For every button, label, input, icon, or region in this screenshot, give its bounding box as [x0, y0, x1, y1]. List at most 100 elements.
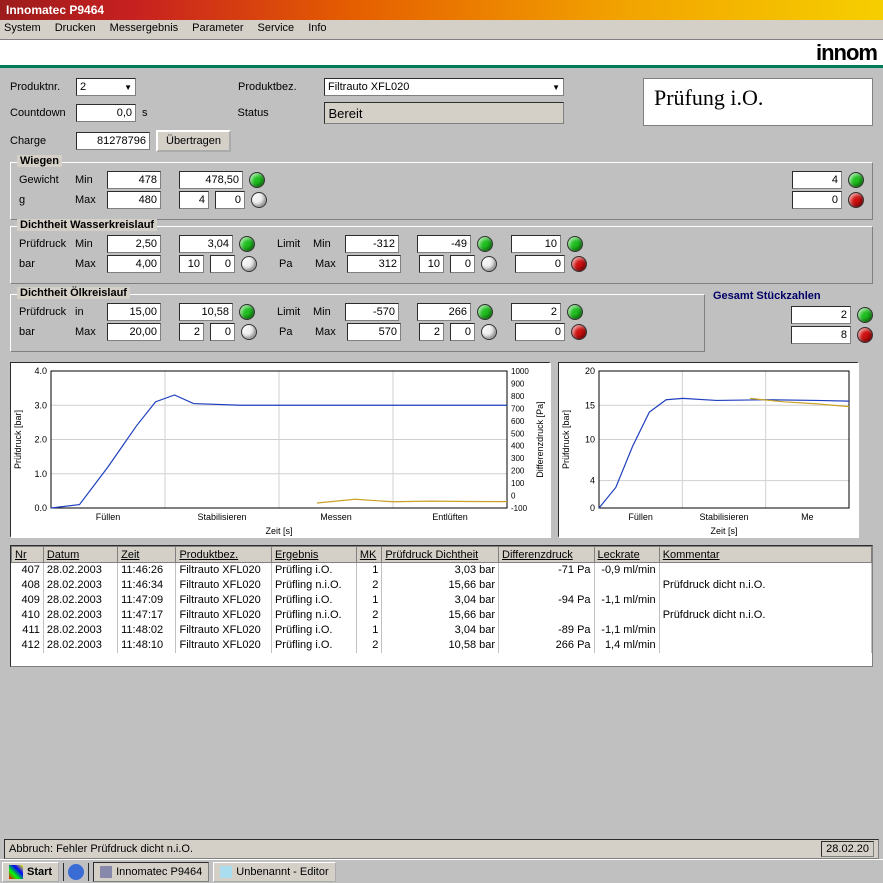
- produktbez-select[interactable]: Filtrauto XFL020▼: [324, 78, 564, 96]
- svg-text:Differenzdruck [Pa]: Differenzdruck [Pa]: [535, 401, 545, 477]
- table-row[interactable]: 40728.02.200311:46:26Filtrauto XFL020Prü…: [12, 563, 872, 578]
- wasser-lmin[interactable]: -312: [345, 235, 399, 253]
- wasser-limit-led-green: [477, 236, 493, 252]
- svg-text:0: 0: [590, 503, 595, 513]
- table-row[interactable]: 41028.02.200311:47:17Filtrauto XFL020Prü…: [12, 608, 872, 623]
- oel-lmax-label: Max: [315, 326, 341, 338]
- task-innomatec[interactable]: Innomatec P9464: [93, 862, 209, 882]
- menu-service[interactable]: Service: [258, 22, 295, 37]
- results-table-wrap: NrDatumZeitProduktbez.ErgebnisMKPrüfdruc…: [10, 545, 873, 667]
- table-row[interactable]: 40828.02.200311:46:34Filtrauto XFL020Prü…: [12, 578, 872, 593]
- svg-text:Entlüften: Entlüften: [432, 512, 468, 522]
- wiegen-led-green: [249, 172, 265, 188]
- oel-lmax[interactable]: 570: [347, 323, 401, 341]
- table-row[interactable]: 41228.02.200311:48:10Filtrauto XFL020Prü…: [12, 638, 872, 653]
- svg-text:500: 500: [511, 429, 525, 438]
- start-button[interactable]: Start: [2, 862, 59, 882]
- produkt-label: Produktnr.: [10, 81, 70, 93]
- gesamt-led-red: [857, 327, 873, 343]
- uebertragen-button[interactable]: Übertragen: [156, 130, 231, 152]
- menubar: System Drucken Messergebnis Parameter Se…: [0, 20, 883, 40]
- table-row[interactable]: 40928.02.200311:47:09Filtrauto XFL020Prü…: [12, 593, 872, 608]
- svg-text:700: 700: [511, 404, 525, 413]
- titlebar: Innomatec P9464: [0, 0, 883, 20]
- svg-text:1.0: 1.0: [34, 469, 47, 479]
- menu-info[interactable]: Info: [308, 22, 326, 37]
- svg-text:Prüfdruck [bar]: Prüfdruck [bar]: [13, 410, 23, 469]
- svg-text:4.0: 4.0: [34, 366, 47, 376]
- svg-text:1000: 1000: [511, 367, 529, 376]
- wiegen-min[interactable]: 478: [107, 171, 161, 189]
- oel-actual: 10,58: [179, 303, 233, 321]
- svg-text:0: 0: [511, 492, 516, 501]
- svg-text:800: 800: [511, 392, 525, 401]
- oel-c2: 0: [210, 323, 235, 341]
- oel-min[interactable]: 15,00: [107, 303, 161, 321]
- chart-pressure-oel: 04101520FüllenStabilisierenMeZeit [s]Prü…: [558, 362, 858, 537]
- wiegen-c2: 0: [215, 191, 245, 209]
- wasser-lmax[interactable]: 312: [347, 255, 401, 273]
- oel-lmin-label: Min: [313, 306, 339, 318]
- gesamt-led-green: [857, 307, 873, 323]
- gesamt-title: Gesamt Stückzahlen: [713, 290, 873, 302]
- result-text: Prüfung i.O.: [654, 85, 763, 110]
- gesamt-g2: 8: [791, 326, 851, 344]
- countdown-label: Countdown: [10, 107, 70, 119]
- oel-unit: bar: [19, 326, 69, 338]
- table-row[interactable]: 41128.02.200311:48:02Filtrauto XFL020Prü…: [12, 623, 872, 638]
- task-editor[interactable]: Unbenannt - Editor: [213, 862, 335, 882]
- svg-text:10: 10: [585, 435, 595, 445]
- wasser-right-led-red: [571, 256, 587, 272]
- oel-max[interactable]: 20,00: [107, 323, 161, 341]
- svg-text:0.0: 0.0: [34, 503, 47, 513]
- statusbar-date: 28.02.20: [821, 841, 874, 857]
- menu-messergebnis[interactable]: Messergebnis: [110, 22, 178, 37]
- wasser-c2: 0: [210, 255, 235, 273]
- quicklaunch-icon[interactable]: [68, 864, 84, 880]
- oel-right-led-green: [567, 304, 583, 320]
- wasser-led-green: [239, 236, 255, 252]
- oel-lmin[interactable]: -570: [345, 303, 399, 321]
- wasser-title: Dichtheit Wasserkreislauf: [17, 219, 157, 231]
- group-wasser: Dichtheit Wasserkreislauf Prüfdruck Min …: [10, 226, 873, 284]
- svg-text:200: 200: [511, 467, 525, 476]
- svg-text:Zeit [s]: Zeit [s]: [265, 526, 292, 536]
- notepad-icon: [220, 866, 232, 878]
- svg-text:100: 100: [511, 479, 525, 488]
- wiegen-param: Gewicht: [19, 174, 69, 186]
- wasser-lactual: -49: [417, 235, 471, 253]
- gesamt-g1: 2: [791, 306, 851, 324]
- svg-text:300: 300: [511, 454, 525, 463]
- svg-text:Stabilisieren: Stabilisieren: [197, 512, 246, 522]
- wasser-min[interactable]: 2,50: [107, 235, 161, 253]
- wiegen-actual: 478,50: [179, 171, 243, 189]
- result-box: Prüfung i.O.: [643, 78, 873, 126]
- oel-led-green: [239, 304, 255, 320]
- wasser-lc2: 0: [450, 255, 475, 273]
- brand-bar: innom: [0, 40, 883, 68]
- group-wiegen: Wiegen Gewicht Min 478 478,50 4 g Max 48…: [10, 162, 873, 220]
- oel-limit-led-white: [481, 324, 497, 340]
- produkt-select[interactable]: 2▼: [76, 78, 136, 96]
- charge-input[interactable]: 81278796: [76, 132, 150, 150]
- wasser-max[interactable]: 4,00: [107, 255, 161, 273]
- wiegen-max-label: Max: [75, 194, 101, 206]
- wasser-r1: 10: [511, 235, 561, 253]
- app-icon: [100, 866, 112, 878]
- wiegen-max[interactable]: 480: [107, 191, 161, 209]
- wiegen-min-label: Min: [75, 174, 101, 186]
- oel-lc2: 0: [450, 323, 475, 341]
- menu-drucken[interactable]: Drucken: [55, 22, 96, 37]
- svg-text:3.0: 3.0: [34, 400, 47, 410]
- wasser-lmax-label: Max: [315, 258, 341, 270]
- oel-c1: 2: [179, 323, 204, 341]
- countdown-value: 0,0: [76, 104, 136, 122]
- oel-r2: 0: [515, 323, 565, 341]
- wiegen-unit: g: [19, 194, 69, 206]
- svg-text:Zeit [s]: Zeit [s]: [710, 526, 737, 536]
- menu-parameter[interactable]: Parameter: [192, 22, 243, 37]
- oel-max-label: Max: [75, 326, 101, 338]
- taskbar: Start Innomatec P9464 Unbenannt - Editor: [0, 859, 883, 883]
- menu-system[interactable]: System: [4, 22, 41, 37]
- charts-row: 0.01.02.03.04.0FüllenStabilisierenMessen…: [10, 362, 873, 537]
